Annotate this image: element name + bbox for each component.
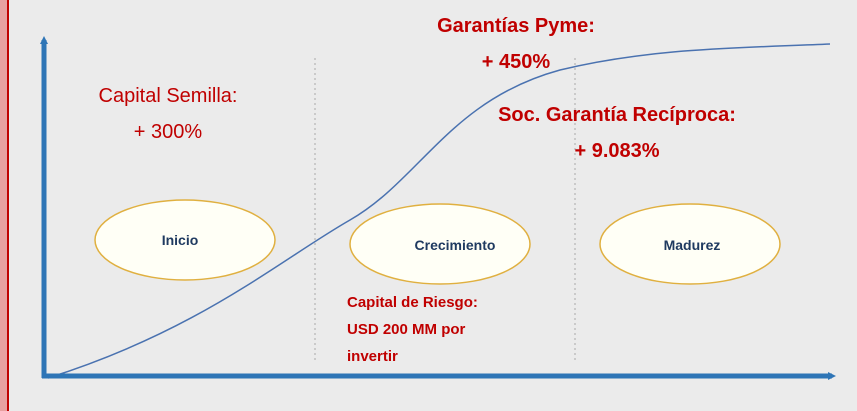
annotation: + 9.083% bbox=[574, 140, 659, 162]
annotation: Soc. Garantía Recíproca: bbox=[498, 104, 736, 126]
annotation: USD 200 MM por bbox=[347, 321, 466, 338]
annotation: + 450% bbox=[482, 51, 551, 73]
left-strip bbox=[0, 0, 7, 411]
annotation: invertir bbox=[347, 348, 398, 365]
stage-ellipse bbox=[94, 199, 276, 281]
annotation: Garantías Pyme: bbox=[437, 15, 595, 37]
stage-label: Madurez bbox=[664, 237, 721, 253]
stage-ellipse bbox=[599, 203, 781, 285]
growth-curve bbox=[47, 43, 831, 379]
stage-label: Inicio bbox=[162, 232, 199, 248]
stage-label: Crecimiento bbox=[415, 237, 496, 253]
annotation: + 300% bbox=[134, 121, 203, 143]
stage-ellipse bbox=[349, 203, 531, 285]
left-border bbox=[7, 0, 9, 411]
annotation: Capital de Riesgo: bbox=[347, 294, 478, 311]
annotation: Capital Semilla: bbox=[99, 85, 238, 107]
